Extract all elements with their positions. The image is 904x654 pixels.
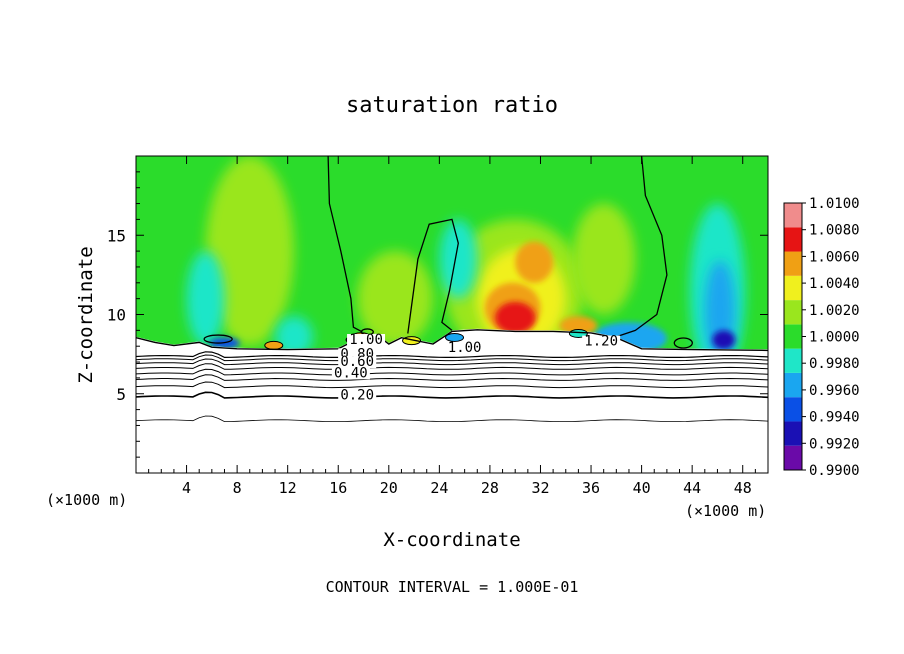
y-axis-label: Z-coordinate (75, 246, 97, 383)
subsaturated-layer (136, 328, 768, 473)
field-patch (264, 340, 284, 350)
x-units-left: (×1000 m) (46, 491, 127, 509)
contour-line (136, 368, 768, 376)
contour-line (203, 334, 233, 344)
field-region (205, 156, 294, 347)
colorbar-label: 0.9900 (809, 463, 860, 479)
colorbar-label: 0.9920 (809, 436, 860, 452)
x-tick-label: 16 (329, 479, 347, 497)
chart-title: saturation ratio (346, 93, 558, 118)
y-tick-label: 5 (116, 385, 126, 404)
x-units-right: (×1000 m) (685, 502, 766, 520)
colorbar-swatch (784, 300, 802, 325)
field-region (275, 316, 313, 358)
colorbar-swatch (784, 227, 802, 252)
colorbar-swatch (784, 251, 802, 276)
contour-label: 1.00 (448, 340, 482, 356)
colorbar-swatch (784, 421, 802, 446)
contour-label: 0.60 (340, 354, 374, 370)
contour-line (136, 329, 768, 352)
x-tick-label: 4 (182, 479, 191, 497)
x-tick-label: 32 (531, 479, 549, 497)
field-region (515, 241, 554, 283)
field-region (439, 219, 478, 299)
x-tick-label: 12 (279, 479, 297, 497)
plot-area: 1.000.800.600.400.201.00 1.20 (136, 156, 768, 473)
colorbar-label: 0.9980 (809, 356, 860, 372)
contour-label-bg (331, 367, 370, 380)
colorbar-swatch (784, 445, 802, 470)
colorbar-label: 1.0060 (809, 249, 860, 265)
colorbar-label: 1.0100 (809, 196, 860, 212)
x-tick-label: 48 (734, 479, 752, 497)
contour-line (616, 156, 668, 338)
x-tick-label: 24 (430, 479, 448, 497)
colorbar-swatch (784, 324, 802, 349)
colorbar-label: 0.9940 (809, 410, 860, 426)
field-region (712, 330, 736, 350)
contour-label: 0.20 (340, 388, 374, 404)
field-patch (445, 332, 465, 342)
contour-label-bg (582, 335, 621, 348)
y-axis: 5 10 15 (107, 171, 768, 458)
contour-label: 0.40 (334, 365, 368, 381)
x-tick-label: 28 (481, 479, 499, 497)
contour-interval-footer: CONTOUR INTERVAL = 1.000E-01 (326, 578, 579, 596)
field-region (357, 251, 434, 347)
colorbar-swatch (784, 348, 802, 373)
x-tick-label: 40 (633, 479, 651, 497)
contour-label-bg (347, 334, 386, 347)
colorbar-label: 1.0040 (809, 276, 860, 292)
x-axis: 4 8 12 16 20 24 28 32 36 40 44 48 (148, 156, 756, 497)
colorbar-label: 1.0080 (809, 223, 860, 239)
x-tick-label: 8 (233, 479, 242, 497)
colorbar-label: 0.9960 (809, 383, 860, 399)
y-tick-label: 15 (107, 226, 126, 245)
contour-line (136, 374, 768, 381)
colorbar-swatch (784, 203, 802, 228)
contour-label: 1.00 (349, 332, 383, 348)
y-tick-label: 10 (107, 306, 126, 325)
colorbar-label: 1.0020 (809, 303, 860, 319)
field-patch (568, 329, 588, 339)
colorbar-swatch (784, 397, 802, 422)
contour-line (136, 391, 768, 399)
contour-label-bg (338, 356, 377, 369)
contour-line (136, 363, 768, 370)
colorbar-swatch (784, 275, 802, 301)
colorbar-label: 1.0000 (809, 330, 860, 346)
x-tick-label: 44 (683, 479, 701, 497)
contour-label-bg (338, 389, 377, 402)
field-region (186, 251, 225, 347)
field-region (559, 316, 598, 336)
x-axis-label: X-coordinate (383, 529, 520, 551)
contour-line (136, 415, 768, 423)
contour-line (136, 351, 768, 359)
field-region (572, 203, 636, 315)
contour-label: 1.20 (584, 334, 618, 350)
field-region (494, 301, 536, 334)
contour-label-bg (445, 341, 484, 354)
contour-line (327, 156, 363, 333)
x-tick-label: 20 (380, 479, 398, 497)
colorbar-swatch (784, 372, 802, 398)
contour-line (407, 218, 459, 334)
x-tick-label: 36 (582, 479, 600, 497)
contour-line (136, 358, 768, 366)
contour-line (136, 381, 768, 389)
contour-line (673, 337, 693, 349)
colorbar: 0.9900 0.9920 0.9940 0.9960 0.9980 1.0000 1.00… (783, 196, 860, 479)
contour-line (136, 354, 768, 362)
